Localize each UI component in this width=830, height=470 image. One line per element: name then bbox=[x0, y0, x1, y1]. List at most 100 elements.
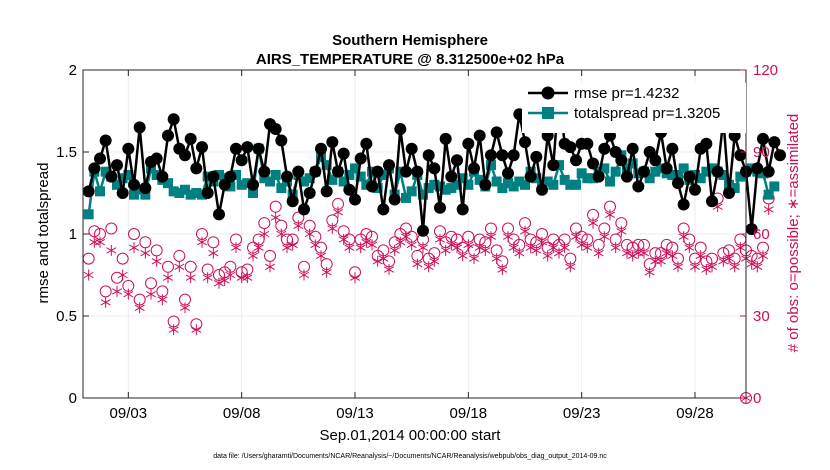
assimilated-obs-marker bbox=[548, 242, 559, 254]
spread-point bbox=[100, 166, 111, 177]
rmse-point bbox=[490, 126, 503, 139]
assimilated-obs-marker bbox=[604, 209, 616, 221]
assimilated-obs-marker bbox=[151, 255, 162, 267]
rmse-point bbox=[388, 193, 401, 206]
spread-point bbox=[435, 181, 445, 192]
rmse-point bbox=[354, 152, 367, 165]
x-tick-label: 09/18 bbox=[450, 405, 488, 422]
rmse-point bbox=[666, 142, 679, 155]
rmse-point bbox=[286, 195, 299, 208]
rmse-point bbox=[105, 170, 118, 183]
assimilated-obs-marker bbox=[440, 244, 451, 256]
assimilated-obs-marker bbox=[174, 261, 185, 273]
rmse-point bbox=[309, 165, 322, 178]
rmse-point bbox=[547, 159, 560, 172]
spread-point bbox=[514, 176, 525, 187]
rmse-point bbox=[564, 141, 577, 154]
assimilated-obs-marker bbox=[689, 261, 701, 273]
spread-point bbox=[163, 178, 173, 189]
rmse-point bbox=[405, 142, 418, 155]
spread-point bbox=[605, 176, 615, 187]
rmse-point bbox=[473, 129, 486, 142]
legend-rmse-marker bbox=[541, 86, 555, 100]
spread-point bbox=[576, 168, 587, 179]
rmse-point bbox=[434, 201, 446, 214]
rmse-point bbox=[275, 134, 288, 147]
spread-point bbox=[763, 189, 774, 200]
rmse-point bbox=[581, 137, 594, 150]
rmse-point bbox=[235, 154, 248, 167]
assimilated-obs-marker bbox=[111, 285, 123, 297]
assimilated-obs-marker bbox=[253, 242, 264, 254]
spread-point bbox=[140, 189, 151, 200]
spread-point bbox=[678, 163, 689, 174]
rmse-point bbox=[632, 180, 645, 193]
legend-spread-marker bbox=[542, 107, 554, 119]
assimilated-obs-marker bbox=[338, 233, 349, 245]
rmse-point bbox=[196, 141, 208, 154]
spread-point bbox=[168, 186, 179, 197]
rmse-point bbox=[94, 152, 106, 165]
spread-point bbox=[180, 184, 190, 195]
assimilated-obs-marker bbox=[270, 212, 281, 224]
spread-point bbox=[548, 179, 559, 190]
rmse-point bbox=[332, 165, 344, 178]
rmse-point bbox=[417, 224, 429, 237]
rmse-point bbox=[439, 132, 452, 145]
chart-title-line1: Southern Hemisphere bbox=[332, 32, 488, 49]
spread-point bbox=[701, 166, 712, 177]
assimilated-obs-marker bbox=[434, 233, 446, 245]
spread-point bbox=[248, 188, 258, 198]
spread-point bbox=[174, 188, 185, 198]
spread-point bbox=[644, 173, 655, 184]
rmse-point bbox=[207, 170, 220, 183]
legend-rmse-label: rmse pr=1.4232 bbox=[574, 85, 679, 102]
rmse-point bbox=[428, 162, 441, 175]
assimilated-obs-marker bbox=[593, 247, 604, 259]
spread-point bbox=[146, 163, 156, 174]
assimilated-obs-marker bbox=[559, 242, 570, 254]
spread-point bbox=[344, 169, 355, 180]
assimilated-obs-marker bbox=[123, 288, 134, 300]
axis-ticks: 09/03 09/08 09/13 09/18 09/23 09/28 0 0.5 1 1.5 2 0… bbox=[56, 62, 778, 422]
spread-point bbox=[350, 163, 360, 174]
assimilated-obs-marker bbox=[463, 239, 474, 251]
rmse-point bbox=[224, 170, 237, 183]
spread-point bbox=[423, 183, 434, 194]
possible-obs-marker bbox=[116, 252, 129, 265]
y-tick-label-left: 1.5 bbox=[56, 144, 77, 161]
assimilated-obs-marker bbox=[565, 261, 576, 273]
spread-point bbox=[355, 171, 366, 182]
spread-point bbox=[542, 176, 553, 187]
rmse-point bbox=[507, 149, 520, 162]
spread-point bbox=[452, 179, 462, 190]
spread-point bbox=[582, 173, 593, 184]
spread-point bbox=[338, 176, 349, 187]
assimilated-obs-marker bbox=[519, 225, 531, 237]
rmse-point bbox=[451, 154, 463, 167]
assimilated-obs-marker bbox=[610, 242, 621, 254]
assimilated-obs-marker bbox=[735, 242, 746, 254]
rmse-point bbox=[774, 149, 786, 162]
assimilated-obs-marker bbox=[287, 239, 298, 251]
spread-point bbox=[735, 171, 746, 182]
y-tick-label-left: 0.5 bbox=[56, 308, 77, 325]
rmse-point bbox=[128, 178, 140, 191]
y-tick-label-right: 0 bbox=[753, 390, 761, 407]
assimilated-obs-marker bbox=[327, 223, 338, 235]
rmse-point bbox=[88, 162, 101, 175]
assimilated-obs-marker bbox=[145, 288, 157, 300]
rmse-point bbox=[587, 157, 599, 170]
assimilated-obs-marker bbox=[757, 250, 769, 262]
spread-point bbox=[276, 183, 287, 194]
spread-point bbox=[508, 181, 519, 192]
spread-point bbox=[191, 188, 202, 198]
rmse-point bbox=[337, 147, 350, 160]
assimilated-obs-marker bbox=[497, 264, 508, 276]
assimilated-obs-marker bbox=[310, 239, 321, 251]
assimilated-obs-marker bbox=[599, 231, 610, 243]
spread-point bbox=[299, 176, 309, 187]
rmse-point bbox=[269, 123, 282, 136]
rmse-point bbox=[757, 132, 769, 145]
